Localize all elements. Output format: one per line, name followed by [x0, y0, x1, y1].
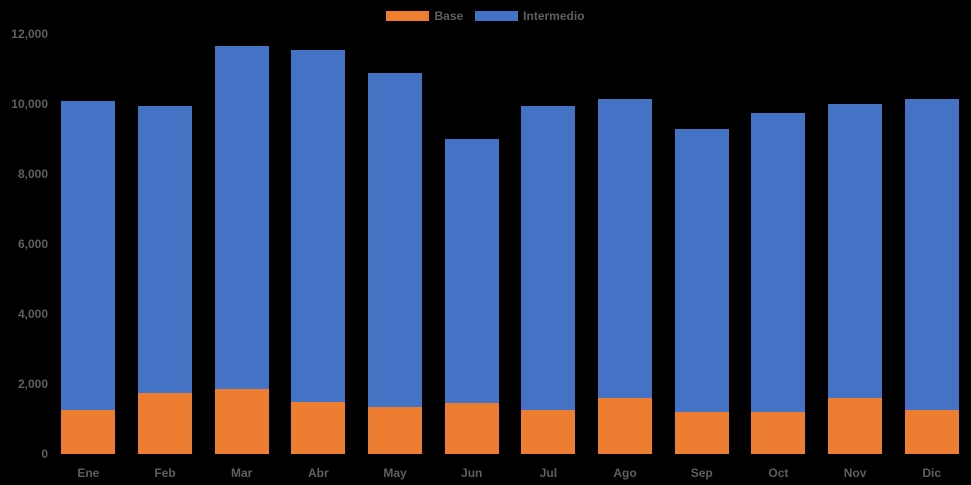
y-axis-tick-label: 2,000	[17, 377, 48, 391]
bar-segment-base-ene	[61, 410, 116, 454]
x-axis-label-jun: Jun	[461, 466, 483, 480]
bar-segment-intermedio-abr	[291, 49, 346, 402]
y-axis-tick-label: 8,000	[17, 167, 48, 181]
bar-slot-oct	[740, 34, 817, 454]
bar-segment-intermedio-oct	[751, 112, 806, 412]
bar-slot-ago	[587, 34, 664, 454]
legend-item-base: Base	[386, 10, 463, 22]
bar-stack-jul	[521, 34, 576, 454]
bar-slot-abr	[280, 34, 357, 454]
bar-slot-may	[357, 34, 434, 454]
chart-legend: Base Intermedio	[0, 10, 971, 22]
bar-segment-intermedio-mar	[214, 46, 269, 390]
bar-segment-base-feb	[138, 392, 192, 454]
bar-segment-intermedio-ago	[598, 98, 653, 398]
legend-item-intermedio: Intermedio	[475, 9, 585, 23]
bar-segment-base-oct	[751, 412, 806, 454]
bar-segment-intermedio-feb	[138, 105, 192, 393]
y-axis-tick-label: 0	[41, 447, 48, 461]
bar-slot-sep	[663, 34, 740, 454]
legend-swatch-intermedio	[475, 11, 519, 21]
x-axis-label-sep: Sep	[690, 466, 713, 480]
bar-segment-base-nov	[828, 398, 883, 454]
y-axis-tick-label: 10,000	[11, 97, 48, 111]
x-axis-label-may: May	[383, 466, 407, 480]
plot-area: 0 2,000 4,000 6,000 8,000 10,000 12,000 Ene Feb…	[0, 27, 971, 480]
bar-stack-nov	[828, 34, 883, 454]
bar-segment-base-jun	[444, 403, 499, 454]
bar-segment-base-abr	[291, 401, 346, 454]
bar-slot-mar	[203, 34, 280, 454]
bar-segment-base-ago	[598, 398, 653, 454]
bar-stack-ago	[598, 34, 653, 454]
bar-stack-feb	[138, 34, 192, 454]
x-axis-label-ene: Ene	[77, 466, 100, 480]
y-axis-tick-label: 12,000	[11, 27, 48, 41]
bar-segment-intermedio-ene	[61, 100, 116, 411]
bar-segment-intermedio-may	[368, 72, 423, 407]
x-axis-label-mar: Mar	[231, 466, 253, 480]
x-axis-label-feb: Feb	[154, 466, 176, 480]
x-axis-label-oct: Oct	[768, 466, 789, 480]
bar-segment-base-may	[368, 406, 423, 454]
bar-segment-base-dic	[904, 410, 959, 454]
bar-stack-may	[368, 34, 423, 454]
bar-stack-abr	[291, 34, 346, 454]
x-axis-label-nov: Nov	[843, 466, 867, 480]
y-axis: 0 2,000 4,000 6,000 8,000 10,000 12,000	[0, 27, 48, 461]
bar-slot-dic	[893, 34, 970, 454]
x-axis-label-dic: Dic	[922, 466, 942, 480]
bar-segment-intermedio-jul	[521, 105, 576, 411]
bar-slot-ene	[50, 34, 127, 454]
bar-segment-base-jul	[521, 410, 576, 454]
bar-segment-intermedio-dic	[904, 98, 959, 411]
bar-stack-mar	[214, 34, 269, 454]
bar-stack-oct	[751, 34, 806, 454]
bar-stack-jun	[444, 34, 499, 454]
legend-swatch-base	[386, 11, 430, 21]
x-axis: Ene Feb Mar Abr May Jun Jul Ago Sep Oct Nov Dic	[50, 466, 970, 480]
bar-stack-dic	[904, 34, 959, 454]
bars-area	[50, 34, 970, 454]
bar-stack-ene	[61, 34, 116, 454]
bar-slot-jun	[433, 34, 510, 454]
x-axis-label-jul: Jul	[539, 466, 558, 480]
bar-slot-jul	[510, 34, 587, 454]
bar-slot-feb	[127, 34, 204, 454]
bar-segment-intermedio-jun	[444, 139, 499, 404]
x-axis-label-ago: Ago	[613, 466, 637, 480]
bar-segment-intermedio-sep	[674, 128, 729, 412]
x-axis-label-abr: Abr	[308, 466, 329, 480]
y-axis-tick-label: 6,000	[17, 237, 48, 251]
legend-label: Base	[434, 9, 464, 23]
bar-segment-base-mar	[214, 389, 269, 454]
legend-label: Intermedio	[523, 9, 585, 23]
y-axis-tick-label: 4,000	[17, 307, 48, 321]
bar-segment-intermedio-nov	[828, 104, 883, 398]
bar-stack-sep	[674, 34, 729, 454]
bar-segment-base-sep	[674, 412, 729, 454]
bar-slot-nov	[817, 34, 894, 454]
